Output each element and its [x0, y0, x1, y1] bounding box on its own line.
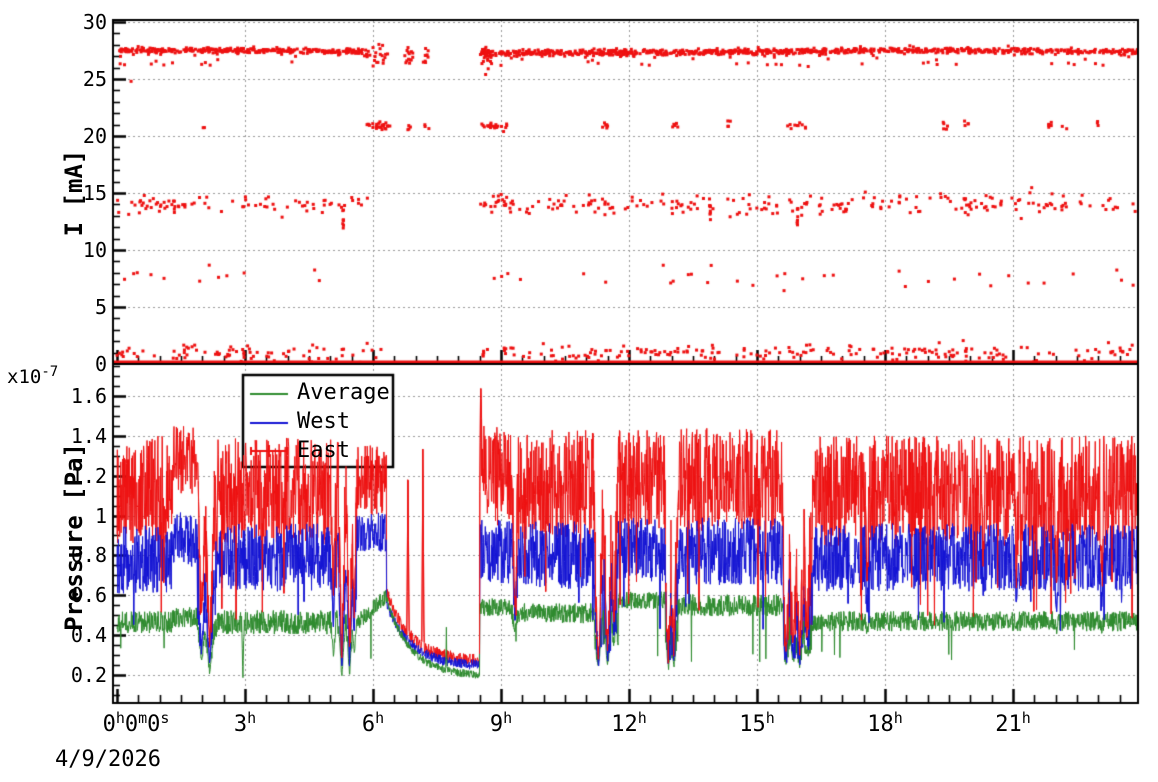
- chart-canvas: [0, 0, 1158, 782]
- figure: I [mA] Pressure [Pa] x10-7 4/9/2026 Aver…: [0, 0, 1158, 782]
